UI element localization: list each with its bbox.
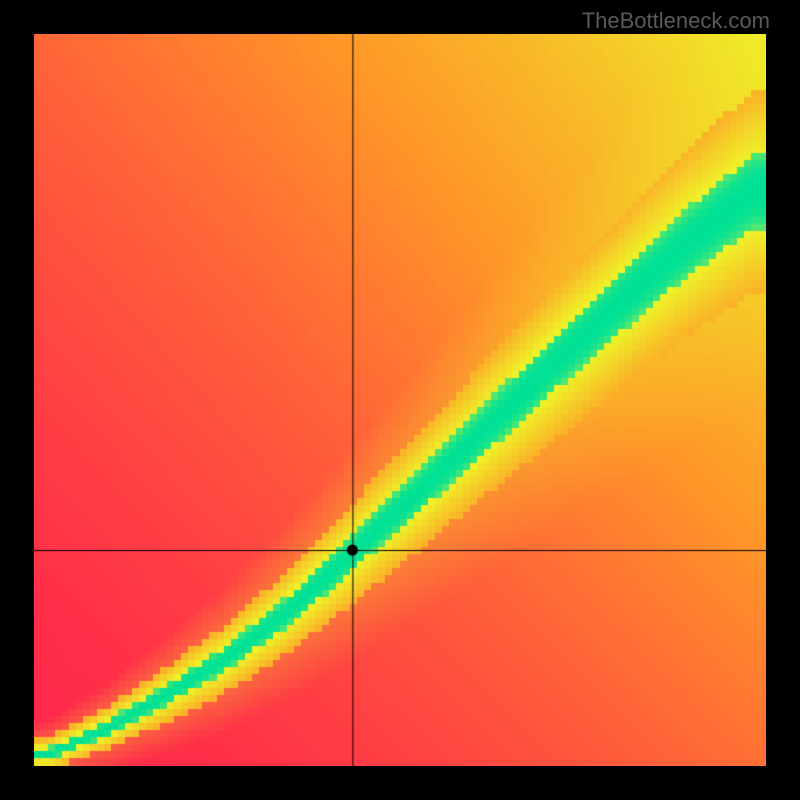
watermark-text: TheBottleneck.com bbox=[582, 8, 770, 34]
chart-container: TheBottleneck.com bbox=[0, 0, 800, 800]
bottleneck-heatmap bbox=[34, 34, 766, 766]
